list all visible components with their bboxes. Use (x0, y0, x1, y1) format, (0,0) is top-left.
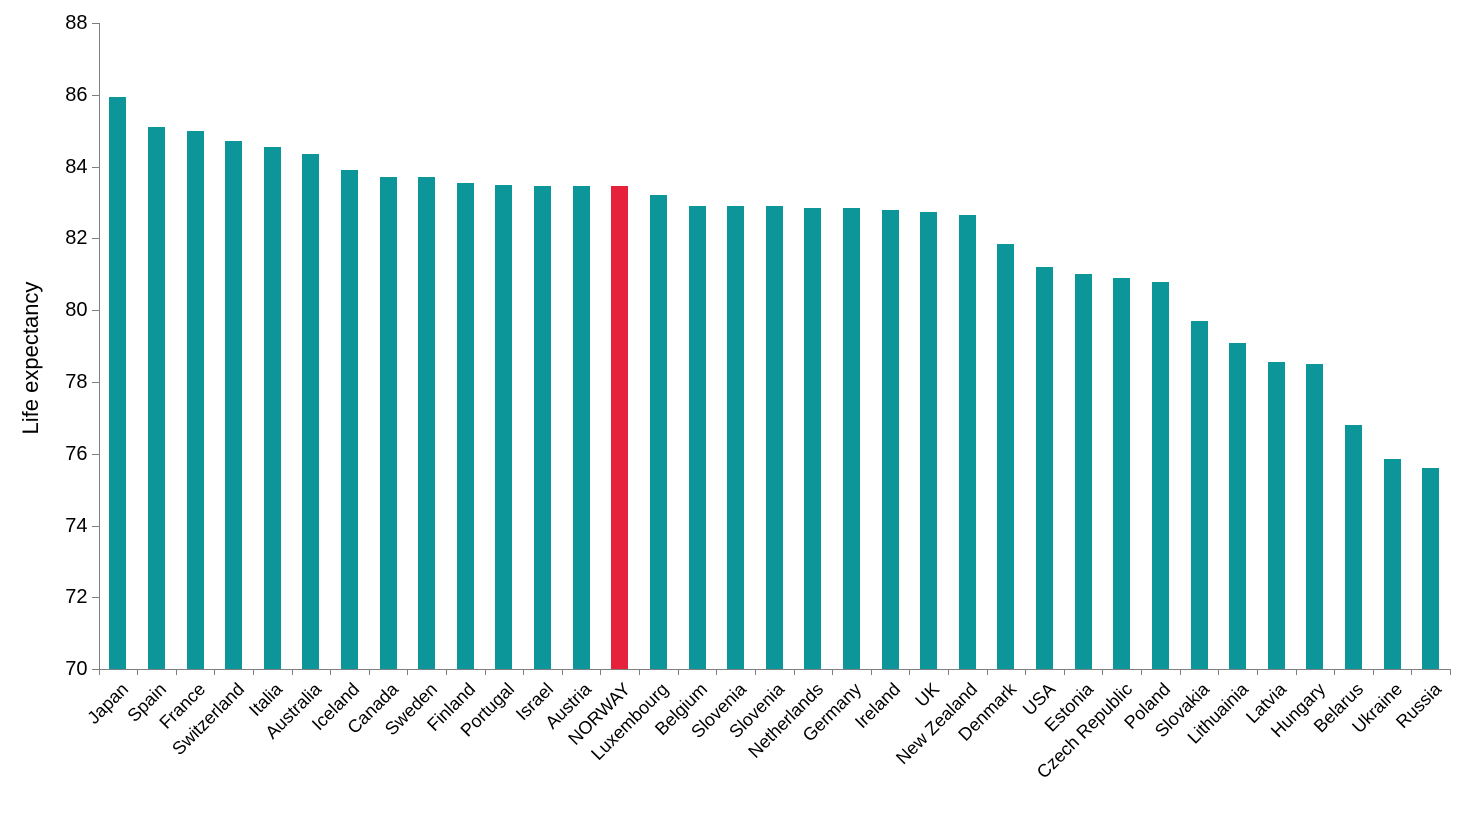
bar-latvia (1267, 362, 1285, 670)
y-tick-label: 78 (65, 371, 88, 394)
bar-slovenia (765, 206, 783, 670)
x-tick (986, 669, 988, 676)
y-tick-label: 86 (65, 83, 88, 106)
x-tick (1141, 669, 1143, 676)
y-tick (91, 94, 99, 96)
bar-new-zealand (958, 215, 976, 670)
x-tick (600, 669, 602, 676)
bar-france (186, 130, 204, 670)
bar-uk (920, 211, 938, 670)
bar-israel (534, 186, 552, 670)
bar-luxembourg (649, 195, 667, 670)
y-tick (91, 382, 99, 384)
bar-norway-highlight (611, 186, 629, 670)
x-tick (754, 669, 756, 676)
x-tick (368, 669, 370, 676)
bar-hungary (1306, 364, 1324, 670)
x-tick (1372, 669, 1374, 676)
bar-italia (263, 146, 281, 670)
bar-netherlands (804, 207, 822, 670)
x-tick (523, 669, 525, 676)
bar-denmark (997, 243, 1015, 670)
bar-russia (1422, 468, 1440, 670)
y-tick-label: 74 (65, 514, 88, 537)
x-tick (484, 669, 486, 676)
x-axis-line (98, 669, 1450, 671)
x-tick (832, 669, 834, 676)
x-tick (175, 669, 177, 676)
x-tick (677, 669, 679, 676)
x-tick (561, 669, 563, 676)
x-tick (1450, 669, 1451, 676)
y-tick (91, 669, 99, 671)
x-tick (793, 669, 795, 676)
bar-belgium (688, 206, 706, 670)
bar-switzerland (225, 141, 243, 670)
y-tick-label: 80 (65, 299, 88, 322)
bar-canada (379, 177, 397, 670)
bar-belarus (1344, 425, 1362, 670)
x-tick (948, 669, 949, 676)
y-tick-label: 76 (65, 442, 88, 465)
bar-slovakia (1190, 321, 1208, 670)
bar-poland (1151, 281, 1169, 670)
x-tick (330, 669, 332, 676)
x-tick (137, 669, 139, 676)
x-tick (716, 669, 718, 676)
bar-slovenia (727, 206, 745, 670)
bar-germany (842, 207, 860, 670)
x-tick (446, 669, 448, 676)
x-tick (1025, 669, 1027, 676)
y-tick (91, 23, 99, 24)
x-tick (1063, 669, 1065, 676)
x-tick (909, 669, 911, 676)
x-tick (252, 669, 254, 676)
bar-finland (456, 182, 474, 670)
x-tick (98, 669, 100, 676)
y-tick (91, 238, 99, 240)
y-tick-label: 88 (65, 12, 88, 34)
x-tick (407, 669, 409, 676)
x-tick (1295, 669, 1297, 676)
bar-sweden (418, 177, 436, 670)
y-axis-line (98, 23, 100, 671)
x-tick (1256, 669, 1258, 676)
y-tick-label: 70 (65, 658, 88, 681)
bar-usa (1036, 267, 1054, 670)
y-tick (91, 453, 99, 455)
bar-spain (147, 127, 165, 670)
y-tick-label: 84 (65, 155, 88, 178)
y-tick (91, 525, 99, 527)
x-tick (870, 669, 872, 676)
bar-ireland (881, 209, 899, 670)
bar-austria (572, 186, 590, 670)
y-tick (91, 597, 99, 599)
bar-iceland (340, 170, 358, 670)
x-tick (1218, 669, 1220, 676)
bar-czech-republic (1113, 277, 1131, 670)
bar-estonia (1074, 274, 1092, 670)
bar-lithuainia (1229, 342, 1247, 670)
x-tick (291, 669, 293, 676)
bar-ukraine (1383, 459, 1401, 670)
x-tick (1411, 669, 1413, 676)
x-tick (1179, 669, 1181, 676)
bar-australia (302, 154, 320, 670)
x-tick (1102, 669, 1104, 676)
x-tick (214, 669, 216, 676)
bar-portugal (495, 184, 513, 670)
y-tick-label: 82 (65, 227, 88, 250)
bar-japan (109, 96, 127, 670)
y-tick (91, 166, 99, 168)
y-tick-label: 72 (65, 586, 88, 609)
x-tick (1334, 669, 1336, 676)
x-tick (639, 669, 641, 676)
y-tick (91, 310, 99, 312)
